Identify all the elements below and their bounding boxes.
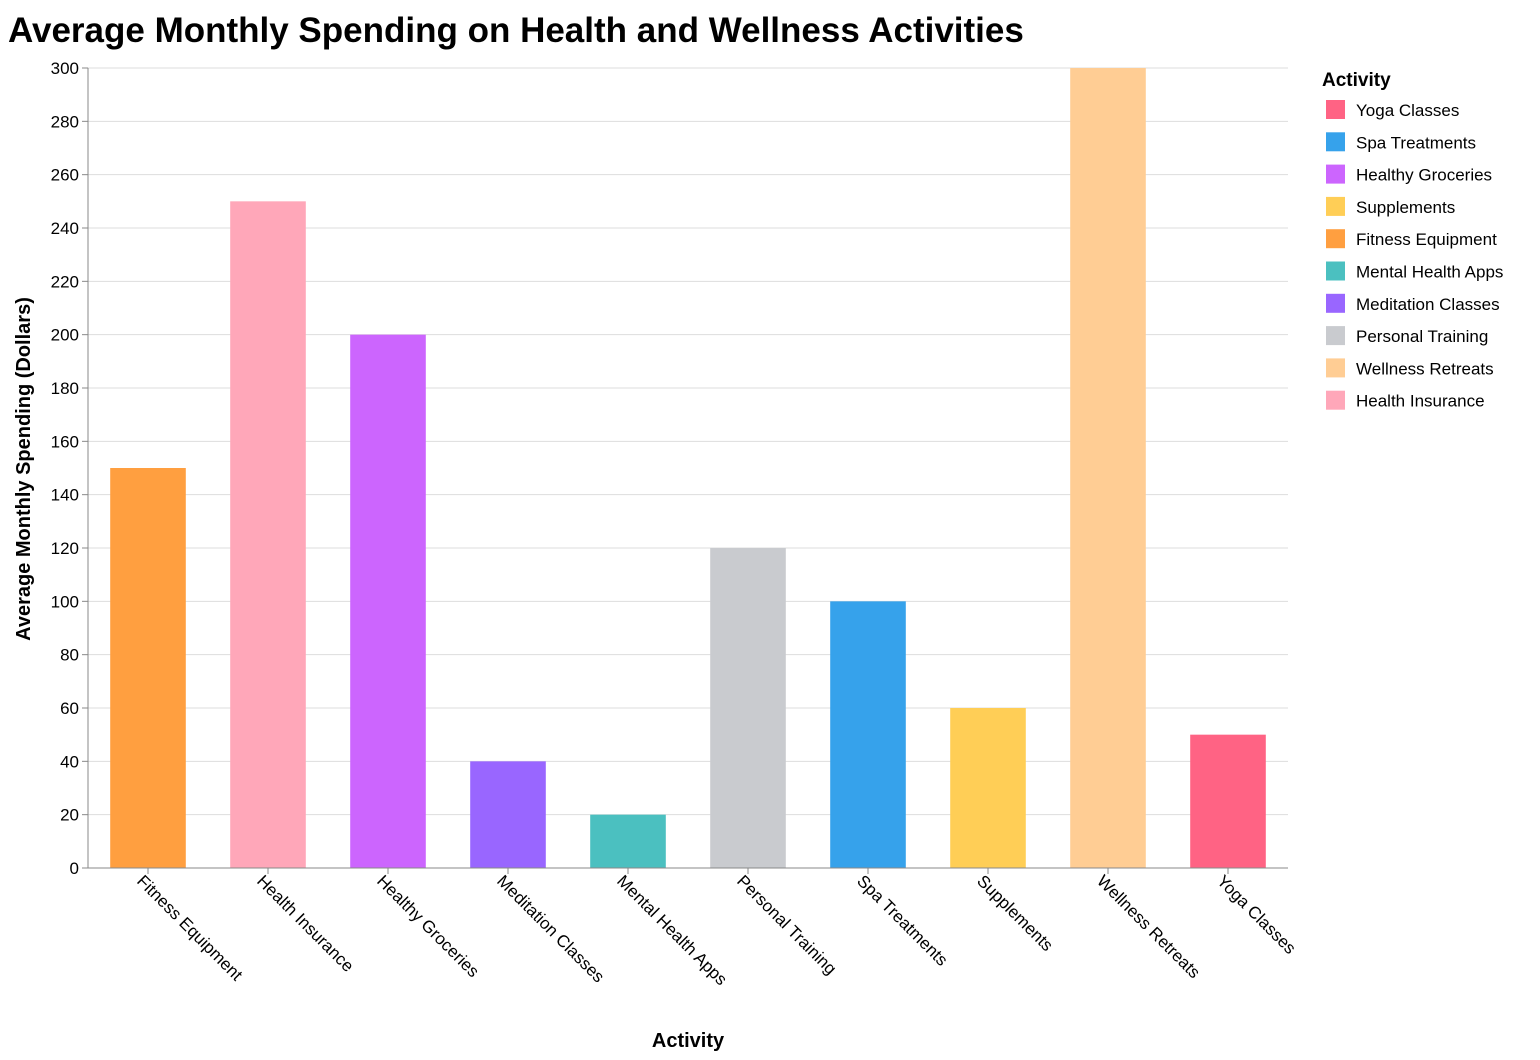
- legend-swatch: [1326, 164, 1345, 184]
- x-tick-label: Yoga Classes: [1213, 871, 1299, 957]
- y-tick-label: 160: [51, 432, 79, 451]
- bar[interactable]: [470, 761, 546, 868]
- legend-swatch: [1326, 390, 1345, 410]
- legend-label: Fitness Equipment: [1356, 230, 1497, 249]
- legend-swatch: [1326, 358, 1345, 378]
- x-tick-label: Spa Treatments: [853, 871, 951, 969]
- bar[interactable]: [590, 814, 666, 868]
- legend-swatch: [1326, 196, 1345, 216]
- y-tick-label: 300: [51, 59, 79, 78]
- bar[interactable]: [230, 201, 306, 869]
- legend-label: Meditation Classes: [1356, 295, 1500, 314]
- legend-label: Health Insurance: [1356, 392, 1485, 411]
- legend-swatch: [1326, 293, 1345, 313]
- y-tick-label: 40: [60, 752, 79, 771]
- y-tick-label: 180: [51, 379, 79, 398]
- chart-title: Average Monthly Spending on Health and W…: [8, 11, 1024, 50]
- y-tick-label: 140: [51, 486, 79, 505]
- legend-swatch: [1326, 229, 1345, 249]
- legend-swatch: [1326, 132, 1345, 152]
- bar[interactable]: [350, 334, 426, 869]
- y-tick-label: 100: [51, 592, 79, 611]
- y-tick-label: 20: [60, 806, 79, 825]
- x-tick-label: Mental Health Apps: [613, 871, 731, 989]
- legend-label: Personal Training: [1356, 327, 1488, 346]
- y-tick-label: 200: [51, 326, 79, 345]
- y-tick-label: 80: [60, 646, 79, 665]
- x-tick-label: Health Insurance: [253, 871, 357, 975]
- y-axis: 0 20 40 60 80 100 120 140 160 180 200 220 240 260 280 3…: [51, 59, 89, 878]
- y-tick-label: 0: [70, 859, 79, 878]
- legend-swatch: [1326, 100, 1345, 119]
- legend-swatch: [1326, 261, 1345, 281]
- x-tick-label: Healthy Groceries: [373, 871, 483, 981]
- bar[interactable]: [710, 548, 786, 868]
- bar[interactable]: [830, 601, 906, 868]
- y-axis-title: Average Monthly Spending (Dollars): [13, 297, 35, 641]
- bars: [110, 68, 1266, 869]
- y-tick-label: 260: [51, 166, 79, 185]
- x-tick-label: Wellness Retreats: [1093, 871, 1204, 982]
- y-tick-label: 220: [51, 272, 79, 291]
- x-tick-label: Supplements: [973, 871, 1057, 955]
- y-tick-label: 120: [51, 539, 79, 558]
- x-axis: Fitness Equipment Health Insurance Healthy…: [88, 867, 1300, 989]
- bar[interactable]: [950, 708, 1026, 868]
- bar[interactable]: [1070, 68, 1146, 868]
- legend-label: Yoga Classes: [1356, 101, 1459, 120]
- legend-swatch: [1326, 326, 1345, 346]
- legend-label: Spa Treatments: [1356, 133, 1476, 152]
- bar[interactable]: [1190, 734, 1266, 868]
- legend-title: Activity: [1322, 70, 1391, 91]
- y-tick-label: 280: [51, 112, 79, 131]
- x-tick-label: Fitness Equipment: [133, 871, 246, 984]
- legend-label: Wellness Retreats: [1356, 359, 1494, 378]
- x-tick-label: Meditation Classes: [493, 871, 608, 986]
- bar[interactable]: [110, 468, 186, 868]
- y-tick-label: 60: [60, 699, 79, 718]
- legend-label: Healthy Groceries: [1356, 166, 1492, 185]
- x-tick-label: Personal Training: [733, 871, 840, 978]
- x-axis-title: Activity: [652, 1030, 725, 1052]
- legend-label: Supplements: [1356, 198, 1455, 217]
- legend: Activity Yoga Classes Spa Treatments Healt…: [1322, 70, 1503, 411]
- legend-label: Mental Health Apps: [1356, 263, 1503, 282]
- y-tick-label: 240: [51, 219, 79, 238]
